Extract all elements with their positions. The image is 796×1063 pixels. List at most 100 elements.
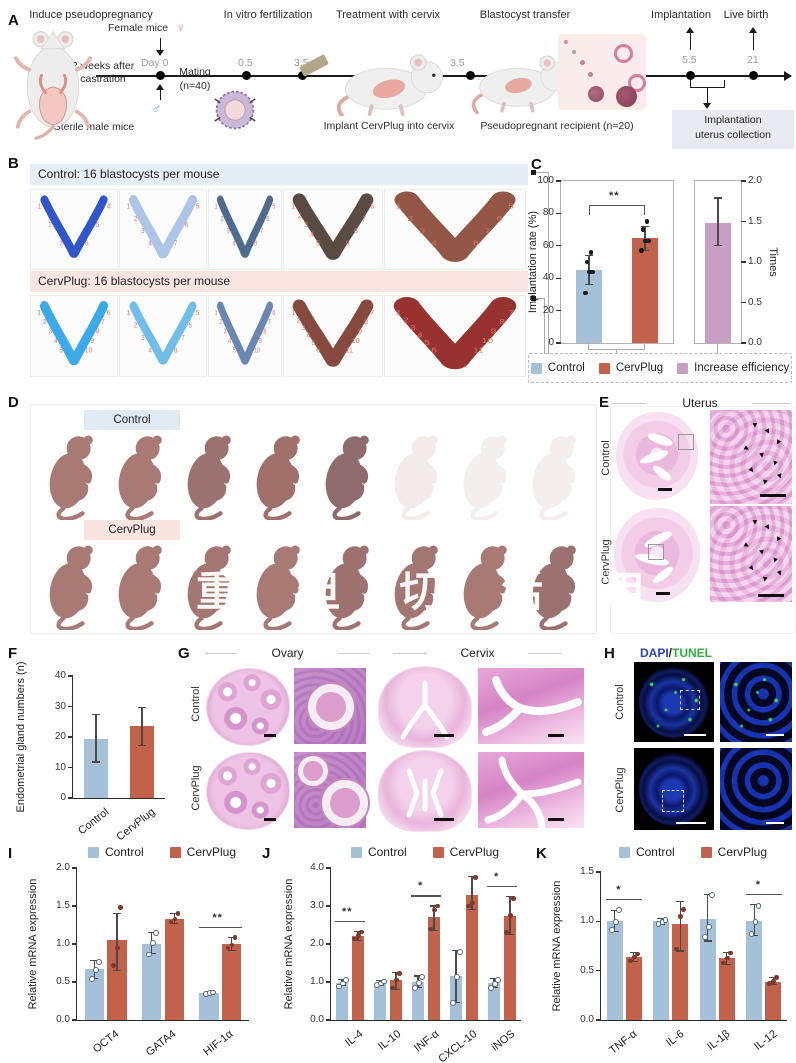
axis-tick-label: 0.0: [310, 1014, 324, 1025]
ovary-title: Ovary: [271, 646, 304, 660]
error-bar-cap: [353, 930, 362, 933]
pup-illustration: [118, 435, 162, 522]
pup-illustration: [325, 435, 369, 522]
pup: [107, 432, 173, 522]
error-bar-cap: [505, 934, 514, 936]
pup-illustration: [325, 545, 369, 632]
axis-tick: [72, 943, 77, 945]
svg-text:11: 11: [346, 347, 353, 354]
svg-text:6: 6: [431, 346, 437, 354]
arrowhead-icon: ▲: [774, 470, 785, 483]
pup: [521, 542, 587, 632]
timeline-label-day0: Day 0: [141, 57, 169, 69]
scale-bar: [434, 818, 454, 821]
axis-tick: [72, 905, 77, 907]
arrow-female-to-timeline: [159, 38, 161, 51]
connector-line: [536, 172, 548, 173]
data-point: [118, 905, 123, 910]
axis-tick: [596, 970, 601, 972]
pup: [314, 542, 380, 632]
title-rule: [205, 653, 237, 654]
uterus-row-label-control: Control: [600, 440, 612, 476]
data-point: [646, 238, 651, 244]
data-point: [662, 917, 669, 923]
error-bar: [644, 226, 646, 251]
mrna-chart-i: 0.0 0.5 1.0 1.5 2.0 OCT4 GATA4 HIF-1α ** Relative…: [27, 862, 249, 1059]
axis-tick-label: 20: [542, 304, 554, 316]
error-bar-cap: [467, 876, 476, 878]
scale-bar: [758, 594, 784, 597]
pup: [176, 542, 242, 632]
bar-cervplug: [718, 957, 735, 1020]
axis-tick-label: 0.5: [56, 976, 70, 987]
data-point: [504, 930, 509, 935]
legend-item: Control: [530, 362, 585, 374]
pup-faded: [452, 432, 518, 522]
svg-text:4: 4: [107, 203, 111, 210]
data-point: [748, 930, 755, 937]
svg-text:9: 9: [358, 329, 362, 336]
error-bar: [116, 913, 118, 971]
svg-text:10: 10: [254, 347, 260, 355]
svg-text:3: 3: [410, 323, 416, 331]
axis-tick-label: 10: [54, 761, 66, 773]
pup-illustration: [463, 435, 507, 522]
svg-text:2: 2: [297, 317, 301, 324]
pup-illustration: [118, 545, 162, 632]
data-point: [450, 1000, 457, 1007]
ovary-section-cervplug: [206, 752, 290, 830]
data-point: [229, 942, 235, 948]
axis-tick: [741, 261, 746, 263]
data-point: [771, 979, 777, 984]
error-bar-cap: [490, 977, 499, 979]
legend-label: CervPlug: [615, 362, 664, 374]
panel-c-label: C: [531, 156, 542, 173]
panel-i-legend: Control CervPlug: [76, 845, 248, 859]
svg-text:3: 3: [141, 335, 145, 342]
axis-tick-label: 1.5: [580, 866, 594, 877]
axis-tick-label: 0: [60, 792, 66, 803]
data-point: [352, 936, 357, 942]
axis-tick: [741, 301, 746, 304]
axis-tick-label: 0.0: [748, 337, 762, 348]
legend-swatch: [432, 846, 444, 858]
svg-text:1: 1: [38, 310, 42, 317]
bar-cervplug: [107, 940, 127, 1020]
significance-label: **: [212, 911, 223, 924]
scale-bar: [760, 494, 786, 497]
category-label: TNF-α: [607, 1028, 640, 1057]
bar-control: [84, 969, 105, 1020]
svg-text:10: 10: [85, 347, 92, 354]
step-ivf: In vitro fertilization: [223, 9, 313, 21]
data-point: [343, 977, 350, 983]
collection-box: Implantation uterus collection: [672, 110, 794, 149]
data-point: [644, 219, 650, 224]
chart-connector: [616, 349, 617, 354]
data-point: [172, 916, 178, 922]
panel-a-label: A: [8, 12, 19, 29]
bar-cervplug: [427, 916, 441, 1020]
tunel-zoom-cervplug: [720, 748, 792, 830]
svg-text:8: 8: [263, 328, 266, 336]
y-axis-label: Endometrial gland numbers (n): [15, 661, 27, 813]
bar-control: [606, 921, 623, 1020]
axis-tick: [556, 180, 561, 182]
tunel-label: TUNEL: [672, 646, 713, 660]
legend-label: Control: [547, 362, 585, 374]
g-row-label-control: Control: [190, 686, 202, 722]
bar-control: [373, 982, 387, 1020]
svg-text:8: 8: [354, 228, 358, 235]
bar-cervplug: [625, 956, 642, 1020]
panel-c-legend: Control CervPlug Increase efficiency: [528, 353, 792, 383]
data-point: [428, 926, 433, 932]
pup-illustration: [394, 545, 438, 632]
panel-e-label: E: [599, 394, 610, 411]
uterus-zoom-control: ▲ ▲ ▲ ▲ ▲ ▲ ▲ ▲ ▲: [710, 410, 792, 504]
error-bar-cap: [714, 245, 722, 247]
step-induce: Induce pseudopregnancy: [29, 9, 153, 21]
svg-text:10: 10: [352, 338, 360, 345]
pup: [383, 542, 449, 632]
h-row-label-control: Control: [614, 684, 626, 720]
axis-tick-label: 1.0: [748, 256, 762, 267]
zoom-region-box: [678, 434, 694, 450]
